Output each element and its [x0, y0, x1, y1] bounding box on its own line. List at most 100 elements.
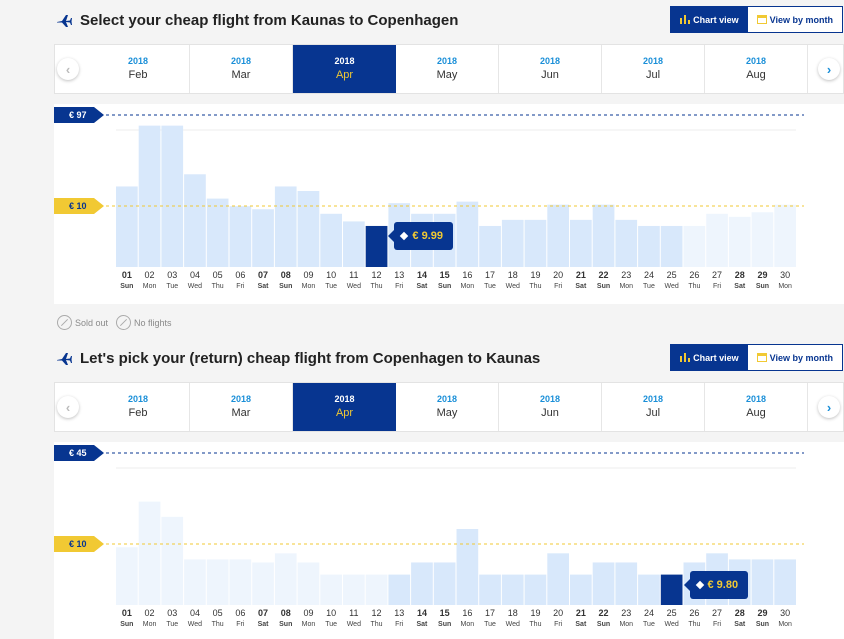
- weekday-label: Fri: [554, 621, 563, 628]
- day-bar[interactable]: [274, 553, 297, 605]
- month-view-button[interactable]: View by month: [747, 345, 842, 370]
- day-bar[interactable]: [161, 125, 184, 267]
- outbound-month-selector: ‹ 2018 Feb 2018 Mar 2018 Apr 2018 May 2018 Jun 201…: [54, 44, 844, 94]
- day-bar[interactable]: [615, 219, 638, 267]
- day-bar[interactable]: [206, 559, 229, 605]
- weekday-label: Thu: [529, 621, 541, 628]
- day-bar[interactable]: [706, 213, 728, 267]
- day-bar[interactable]: [524, 574, 547, 605]
- day-bar[interactable]: [683, 225, 706, 267]
- day-bar[interactable]: [343, 221, 365, 267]
- weekday-label: Wed: [506, 621, 520, 628]
- month-view-button[interactable]: View by month: [747, 7, 842, 32]
- weekday-label: Sun: [279, 283, 292, 290]
- day-number: 22: [599, 270, 609, 280]
- day-bar[interactable]: [751, 212, 774, 267]
- day-bar[interactable]: [433, 562, 456, 605]
- weekday-label: Wed: [665, 283, 679, 290]
- day-bar[interactable]: [615, 562, 638, 605]
- day-bar[interactable]: [184, 559, 206, 605]
- month-name: Jun: [541, 69, 559, 81]
- day-bar[interactable]: [638, 574, 660, 605]
- day-bar[interactable]: [320, 574, 342, 605]
- day-number: 17: [485, 608, 495, 618]
- day-bar[interactable]: [570, 574, 592, 605]
- weekday-label: Mon: [778, 283, 792, 290]
- day-bar[interactable]: [774, 204, 796, 267]
- day-bar[interactable]: [343, 574, 365, 605]
- day-bar[interactable]: [524, 219, 547, 267]
- day-bar[interactable]: [638, 225, 660, 267]
- month-tab-may[interactable]: 2018 May: [396, 45, 499, 93]
- day-bar[interactable]: [592, 562, 615, 605]
- month-tab-mar[interactable]: 2018 Mar: [190, 383, 293, 431]
- day-bar[interactable]: [479, 225, 501, 267]
- weekday-label: Sun: [597, 621, 610, 628]
- prev-month-button[interactable]: ‹: [57, 58, 79, 80]
- day-bar[interactable]: [479, 574, 501, 605]
- month-tab-feb[interactable]: 2018 Feb: [87, 383, 190, 431]
- weekday-label: Sat: [734, 283, 746, 290]
- month-tab-may[interactable]: 2018 May: [396, 383, 499, 431]
- weekday-label: Sat: [734, 621, 746, 628]
- chart-view-button[interactable]: Chart view: [671, 7, 748, 32]
- day-bar[interactable]: [161, 516, 184, 605]
- weekday-label: Fri: [395, 621, 404, 628]
- day-bar[interactable]: [501, 574, 524, 605]
- day-bar[interactable]: [547, 204, 569, 267]
- month-tab-apr[interactable]: 2018 Apr: [293, 45, 396, 93]
- day-bar[interactable]: [660, 574, 683, 605]
- legend-no-flights: No flights: [116, 315, 172, 330]
- month-tab-jun[interactable]: 2018 Jun: [499, 45, 602, 93]
- day-bar[interactable]: [728, 216, 751, 267]
- day-bar[interactable]: [116, 186, 138, 267]
- day-bar[interactable]: [365, 574, 388, 605]
- day-bar[interactable]: [252, 562, 274, 605]
- day-bar[interactable]: [320, 213, 342, 267]
- day-bar[interactable]: [592, 204, 615, 267]
- selected-price-tooltip: € 9.80: [683, 570, 749, 599]
- day-number: 01: [122, 270, 132, 280]
- day-bar[interactable]: [138, 501, 161, 605]
- day-bar[interactable]: [116, 547, 138, 605]
- day-bar[interactable]: [138, 125, 161, 267]
- day-bar[interactable]: [252, 209, 274, 267]
- month-tab-aug[interactable]: 2018 Aug: [705, 383, 808, 431]
- day-bar[interactable]: [388, 574, 411, 605]
- day-number: 15: [440, 270, 450, 280]
- day-bar[interactable]: [660, 225, 683, 267]
- month-tab-apr[interactable]: 2018 Apr: [293, 383, 396, 431]
- next-month-button[interactable]: ›: [818, 396, 840, 418]
- day-bar[interactable]: [229, 559, 252, 605]
- day-bar[interactable]: [751, 559, 774, 605]
- day-bar[interactable]: [184, 174, 206, 267]
- day-number: 04: [190, 270, 200, 280]
- month-year: 2018: [539, 56, 561, 66]
- day-bar[interactable]: [206, 198, 229, 267]
- bar-chart-svg: 01 Sun 02 Mon 03 Tue 04 Wed 05 Thu 06 Fri 07 Sat 08 Sun…: [106, 452, 804, 628]
- month-tab-mar[interactable]: 2018 Mar: [190, 45, 293, 93]
- month-tab-jul[interactable]: 2018 Jul: [602, 383, 705, 431]
- month-tab-aug[interactable]: 2018 Aug: [705, 45, 808, 93]
- day-bar[interactable]: [501, 219, 524, 267]
- month-tab-feb[interactable]: 2018 Feb: [87, 45, 190, 93]
- day-bar[interactable]: [570, 219, 592, 267]
- prev-month-button[interactable]: ‹: [57, 396, 79, 418]
- day-number: 20: [553, 270, 563, 280]
- day-bar[interactable]: [297, 562, 320, 605]
- day-bar[interactable]: [229, 206, 252, 267]
- day-bar[interactable]: [774, 559, 796, 605]
- day-bar[interactable]: [456, 201, 479, 267]
- day-bar[interactable]: [456, 529, 479, 605]
- weekday-label: Mon: [619, 621, 633, 628]
- day-bar[interactable]: [547, 553, 569, 605]
- chart-view-button[interactable]: Chart view: [671, 345, 748, 370]
- day-bar[interactable]: [365, 225, 388, 267]
- day-bar[interactable]: [411, 562, 433, 605]
- day-bar[interactable]: [274, 186, 297, 267]
- next-month-button[interactable]: ›: [818, 58, 840, 80]
- month-tab-jul[interactable]: 2018 Jul: [602, 45, 705, 93]
- day-bar[interactable]: [297, 191, 320, 267]
- return-title: Let's pick your (return) cheap flight fr…: [56, 350, 540, 367]
- month-tab-jun[interactable]: 2018 Jun: [499, 383, 602, 431]
